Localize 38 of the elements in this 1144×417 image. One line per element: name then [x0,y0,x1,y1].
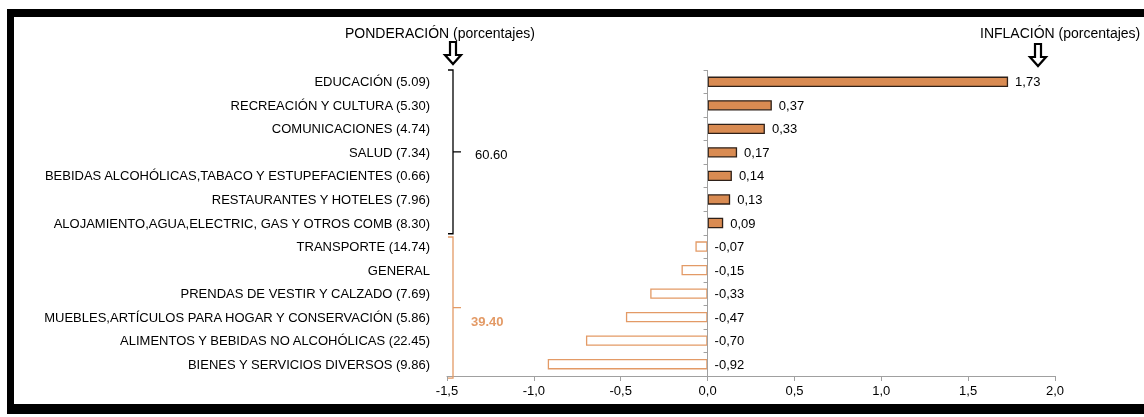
data-label: 0,33 [771,121,798,137]
x-tick-label: 1,0 [872,383,891,398]
y-tick-label: TRANSPORTE (14.74) [296,239,430,255]
x-tick-label: 1,5 [959,383,978,398]
y-tick-label: ALOJAMIENTO,AGUA,ELECTRIC, GAS Y OTROS COMB (8.30) [53,215,430,231]
y-tick-label: RESTAURANTES Y HOTELES (7.96) [211,191,430,207]
annotation: 60.60 [475,146,508,163]
data-label: -0,92 [714,356,745,372]
x-tick-label: 0,0 [698,383,717,398]
data-label: -0,15 [714,262,745,278]
data-label: 0,14 [738,168,765,184]
data-label: -0,07 [714,239,745,255]
x-tick-label: -1,0 [522,383,546,398]
y-tick-label: ALIMENTOS Y BEBIDAS NO ALCOHÓLICAS (22.45) [120,333,430,349]
text: INFLACIÓN (porcentajes) [980,25,1141,41]
data-label: -0,70 [714,333,745,349]
y-tick-label: EDUCACIÓN (5.09) [314,74,430,90]
data-label: 0,17 [744,144,770,160]
x-tick-label: 2,0 [1045,383,1065,398]
x-tick-label: 0,5 [785,383,804,398]
data-label: 0,09 [730,215,756,231]
y-tick-label: BIENES Y SERVICIOS DIVERSOS (9.86) [187,356,430,372]
y-tick-label: RECREACIÓN Y CULTURA (5.30) [230,97,430,113]
data-label: 0,37 [778,97,805,113]
data-label: 0,13 [737,191,763,207]
annotation: 39.40 [471,314,504,331]
y-tick-label: MUEBLES,ARTÍCULOS PARA HOGAR Y CONSERVACIÓN (5.86) [44,309,430,325]
x-tick-label: -0,5 [609,383,632,398]
y-tick-label: GENERAL [367,262,430,278]
y-tick-label: PRENDAS DE VESTIR Y CALZADO (7.69) [180,286,430,302]
x-tick-label: -1,5 [435,383,459,398]
y-tick-label: COMUNICACIONES (4.74) [271,121,430,137]
text: PONDERACIÓN (porcentajes) [345,25,535,41]
data-label: -0,33 [714,286,745,302]
y-tick-label: BEBIDAS ALCOHÓLICAS,TABACO Y ESTUPEFACIENTES (0.66) [44,168,430,184]
data-label: 1,73 [1015,74,1041,90]
data-label: -0,47 [714,309,745,325]
y-tick-label: SALUD (7.34) [349,144,430,160]
